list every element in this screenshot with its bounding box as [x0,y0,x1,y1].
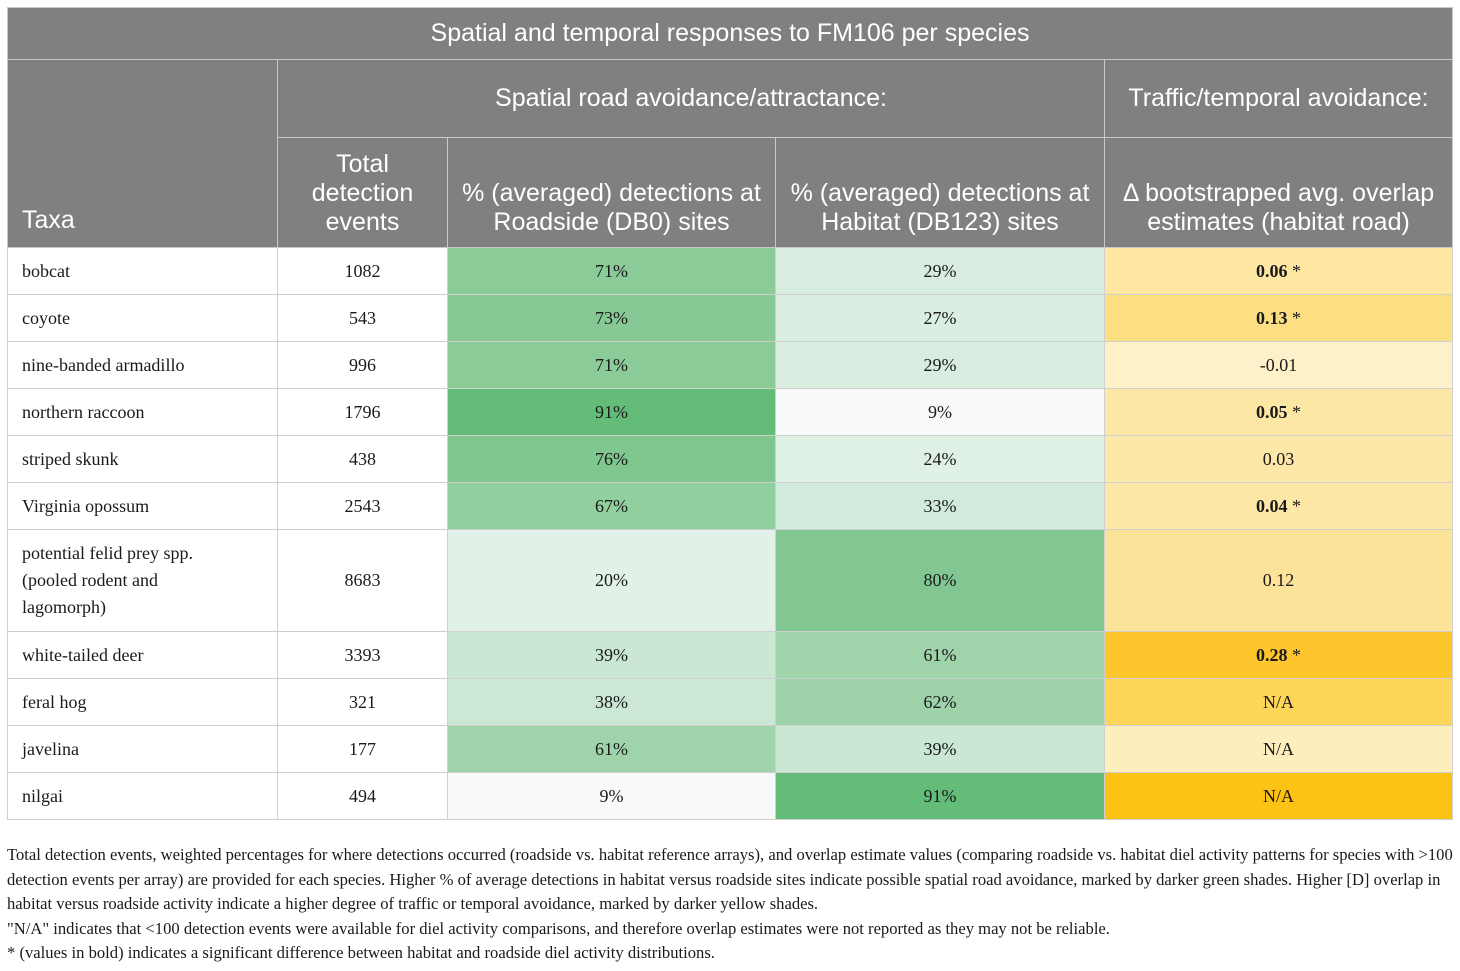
cell-roadside-percent: 71% [447,341,776,389]
species-response-table: Spatial and temporal responses to FM106 … [6,7,1454,820]
overlap-value: 0.03 [1262,448,1295,469]
cell-total-detections: 494 [277,772,448,820]
cell-habitat-percent: 62% [775,678,1105,726]
species-response-table-container: Spatial and temporal responses to FM106 … [6,7,1454,820]
cell-overlap-estimate: 0.05 * [1103,388,1454,436]
overlap-value: 0.28 [1256,644,1288,665]
cell-overlap-estimate: N/A [1103,725,1454,773]
header-habitat-percent: % (averaged) detections at Habitat (DB12… [775,137,1105,248]
table-row: javelina 177 61% 39% N/A [7,725,1454,773]
footnote-significance: * (values in bold) indicates a significa… [7,943,715,962]
overlap-value: N/A [1263,738,1294,759]
cell-total-detections: 996 [277,341,448,389]
cell-overlap-estimate: 0.13 * [1103,294,1454,342]
cell-total-detections: 8683 [277,529,448,632]
cell-total-detections: 2543 [277,482,448,530]
cell-taxa: javelina [7,725,278,773]
cell-habitat-percent: 9% [775,388,1105,436]
cell-roadside-percent: 9% [447,772,776,820]
table-row: white-tailed deer 3393 39% 61% 0.28 * [7,631,1454,679]
cell-overlap-estimate: 0.28 * [1103,631,1454,679]
table-body: bobcat 1082 71% 29% 0.06 * coyote 543 73% 27% 0.1… [7,247,1454,820]
cell-roadside-percent: 67% [447,482,776,530]
cell-habitat-percent: 80% [775,529,1105,632]
cell-roadside-percent: 20% [447,529,776,632]
overlap-value: N/A [1263,785,1294,806]
overlap-value: 0.04 [1256,495,1288,516]
cell-overlap-estimate: N/A [1103,678,1454,726]
footnote-na: "N/A" indicates that <100 detection even… [7,918,1110,938]
cell-taxa: coyote [7,294,278,342]
cell-taxa: white-tailed deer [7,631,278,679]
cell-total-detections: 177 [277,725,448,773]
cell-taxa: northern raccoon [7,388,278,436]
overlap-value: 0.05 [1256,401,1288,422]
cell-total-detections: 1796 [277,388,448,436]
table-row: Virginia opossum 2543 67% 33% 0.04 * [7,482,1454,530]
table-title: Spatial and temporal responses to FM106 … [6,7,1454,60]
cell-taxa: feral hog [7,678,278,726]
cell-habitat-percent: 24% [775,435,1105,483]
cell-taxa: bobcat [7,247,278,295]
cell-overlap-estimate: 0.04 * [1103,482,1454,530]
cell-total-detections: 321 [277,678,448,726]
cell-total-detections: 543 [277,294,448,342]
table-row: coyote 543 73% 27% 0.13 * [7,294,1454,342]
significance-star: * [1292,495,1301,516]
cell-roadside-percent: 73% [447,294,776,342]
overlap-value: 0.06 [1256,260,1288,281]
cell-overlap-estimate: 0.03 [1103,435,1454,483]
header-roadside-percent: % (averaged) detections at Roadside (DB0… [447,137,776,248]
cell-habitat-percent: 33% [775,482,1105,530]
cell-roadside-percent: 76% [447,435,776,483]
cell-taxa: nine-banded armadillo [7,341,278,389]
cell-roadside-percent: 71% [447,247,776,295]
table-row: striped skunk 438 76% 24% 0.03 [7,435,1454,483]
table-row: northern raccoon 1796 91% 9% 0.05 * [7,388,1454,436]
cell-habitat-percent: 91% [775,772,1105,820]
table-row: potential felid prey spp. (pooled rodent… [7,529,1454,632]
cell-total-detections: 438 [277,435,448,483]
overlap-value: 0.13 [1256,307,1288,328]
overlap-value: 0.12 [1262,570,1295,590]
cell-habitat-percent: 29% [775,247,1105,295]
cell-roadside-percent: 39% [447,631,776,679]
header-group-spatial: Spatial road avoidance/attractance: [277,59,1105,138]
footnote-summary: Total detection events, weighted percent… [7,845,1453,913]
significance-star: * [1292,307,1301,328]
cell-habitat-percent: 39% [775,725,1105,773]
table-row: nine-banded armadillo 996 71% 29% -0.01 [7,341,1454,389]
significance-star: * [1292,401,1301,422]
significance-star: * [1292,644,1301,665]
header-total-detections: Total detection events [277,137,448,248]
cell-overlap-estimate: 0.12 [1103,529,1454,632]
cell-roadside-percent: 61% [447,725,776,773]
cell-taxa: nilgai [7,772,278,820]
header-overlap-estimate: Δ bootstrapped avg. overlap estimates (h… [1103,137,1454,248]
cell-roadside-percent: 91% [447,388,776,436]
overlap-value: -0.01 [1259,354,1298,375]
header-group-temporal: Traffic/temporal avoidance: [1103,59,1454,138]
cell-habitat-percent: 27% [775,294,1105,342]
cell-taxa: striped skunk [7,435,278,483]
table-footnotes: Total detection events, weighted percent… [7,843,1457,966]
table-row: nilgai 494 9% 91% N/A [7,772,1454,820]
table-row: feral hog 321 38% 62% N/A [7,678,1454,726]
header-taxa: Taxa [7,59,278,248]
cell-roadside-percent: 38% [447,678,776,726]
cell-taxa: potential felid prey spp. (pooled rodent… [7,529,278,632]
cell-overlap-estimate: N/A [1103,772,1454,820]
significance-star: * [1292,260,1301,281]
cell-habitat-percent: 61% [775,631,1105,679]
cell-total-detections: 1082 [277,247,448,295]
overlap-value: N/A [1263,691,1294,712]
cell-overlap-estimate: 0.06 * [1103,247,1454,295]
table-row: bobcat 1082 71% 29% 0.06 * [7,247,1454,295]
cell-habitat-percent: 29% [775,341,1105,389]
cell-taxa: Virginia opossum [7,482,278,530]
cell-overlap-estimate: -0.01 [1103,341,1454,389]
cell-total-detections: 3393 [277,631,448,679]
